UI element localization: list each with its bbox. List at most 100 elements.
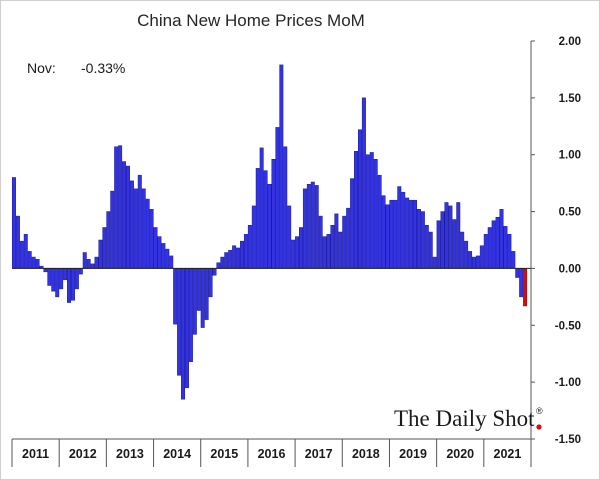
bar xyxy=(228,249,233,269)
bar xyxy=(247,224,252,269)
x-tick-label: 2021 xyxy=(494,447,522,461)
bar xyxy=(326,234,331,269)
bar xyxy=(98,239,103,269)
bar xyxy=(169,255,174,269)
bar xyxy=(126,165,130,269)
x-tick-label: 2011 xyxy=(22,447,49,461)
x-tick-label: 2019 xyxy=(399,447,427,461)
bar xyxy=(385,204,390,269)
bar xyxy=(149,209,154,269)
bar xyxy=(204,268,209,320)
bar xyxy=(456,202,461,269)
bar xyxy=(503,226,508,269)
bar xyxy=(365,154,370,269)
bar xyxy=(302,188,307,269)
bar xyxy=(464,240,469,269)
bar xyxy=(51,268,56,292)
bar xyxy=(90,263,95,269)
y-tick-label: 2.00 xyxy=(559,36,581,48)
bar xyxy=(43,268,48,273)
bar xyxy=(35,259,40,269)
x-tick-label: 2016 xyxy=(258,447,286,461)
bar xyxy=(357,129,362,269)
bar xyxy=(279,64,284,269)
bar xyxy=(472,256,476,269)
bar xyxy=(440,211,445,269)
bar xyxy=(196,268,201,311)
bar xyxy=(86,259,91,269)
bar xyxy=(468,251,473,269)
y-tick-label: 0.00 xyxy=(559,263,581,275)
y-tick-label: -1.00 xyxy=(555,377,581,389)
bar xyxy=(511,251,516,269)
bar xyxy=(137,174,142,269)
bar xyxy=(295,236,300,269)
bar xyxy=(507,234,512,269)
bar xyxy=(475,255,480,269)
bar xyxy=(192,268,197,335)
bar xyxy=(483,234,488,269)
bar xyxy=(452,219,457,269)
y-tick-label: 0.50 xyxy=(559,207,581,219)
y-tick-label: -1.50 xyxy=(555,434,581,446)
bar xyxy=(287,205,292,269)
bar xyxy=(424,224,429,269)
brand-dot xyxy=(536,424,542,430)
bar xyxy=(389,199,394,269)
bar xyxy=(110,190,115,269)
bar xyxy=(361,97,366,269)
bar xyxy=(47,268,52,286)
bar xyxy=(350,178,355,269)
bar xyxy=(373,159,378,269)
bar xyxy=(70,268,75,301)
bar xyxy=(15,215,20,269)
bar xyxy=(212,268,217,276)
bar xyxy=(306,184,311,269)
bar xyxy=(330,224,335,269)
bar xyxy=(31,256,36,269)
bar xyxy=(381,195,386,269)
bar xyxy=(310,181,315,269)
bar xyxy=(27,251,32,269)
bar xyxy=(283,146,288,269)
bar xyxy=(420,211,425,269)
bar xyxy=(409,199,414,269)
bar xyxy=(299,227,303,269)
x-tick-label: 2013 xyxy=(116,447,144,461)
x-tick-label: 2018 xyxy=(352,447,380,461)
y-tick-label: -0.50 xyxy=(555,320,581,332)
bar xyxy=(405,197,410,269)
bar xyxy=(346,207,351,269)
bar xyxy=(67,268,71,303)
bar xyxy=(263,170,268,269)
bar xyxy=(153,227,158,269)
bar xyxy=(177,268,182,376)
bar xyxy=(519,268,524,298)
chart-title: China New Home Prices MoM xyxy=(137,11,365,30)
bar xyxy=(487,227,492,269)
bar xyxy=(220,256,225,269)
bar xyxy=(55,268,60,298)
bar xyxy=(436,220,441,269)
y-tick-label: 1.50 xyxy=(559,93,581,105)
bar xyxy=(19,240,24,269)
bar xyxy=(78,268,83,275)
bar xyxy=(393,199,398,269)
bar xyxy=(322,236,327,269)
bar xyxy=(479,245,484,269)
bar xyxy=(377,174,382,269)
x-axis: 2011 2012 2013 2014 2015 2016 2017 2018 2019 2020… xyxy=(11,438,532,467)
bar xyxy=(173,268,178,325)
bar xyxy=(291,239,296,269)
bar xyxy=(122,161,127,269)
bar xyxy=(515,268,520,278)
bar xyxy=(129,180,134,269)
bar xyxy=(444,202,449,269)
bar xyxy=(251,205,256,269)
bar xyxy=(314,185,319,269)
bar xyxy=(208,268,213,298)
bar xyxy=(184,268,189,389)
bar xyxy=(161,243,166,269)
bar xyxy=(334,213,339,269)
y-axis: 2.00 1.50 1.00 0.50 0.00 -0.50 -1.00 -1.50 xyxy=(530,36,581,446)
